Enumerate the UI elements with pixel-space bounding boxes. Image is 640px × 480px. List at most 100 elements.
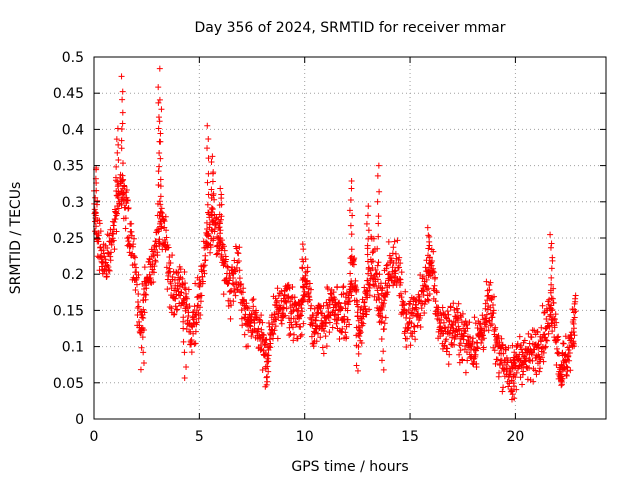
data-point: [353, 286, 360, 293]
data-point: [407, 342, 414, 349]
data-point: [315, 330, 322, 337]
data-point: [356, 327, 363, 334]
data-point: [119, 160, 126, 167]
data-point: [475, 318, 482, 325]
data-point: [418, 305, 425, 312]
data-point: [253, 315, 260, 322]
y-tick-label: 0.1: [62, 340, 84, 356]
data-point: [287, 310, 294, 317]
data-point: [423, 276, 430, 283]
data-point: [150, 252, 157, 259]
data-point: [323, 299, 330, 306]
data-point: [347, 281, 354, 288]
data-point: [95, 238, 102, 245]
data-point: [317, 334, 324, 341]
data-point: [415, 297, 422, 304]
data-point: [445, 311, 452, 318]
data-point: [240, 296, 247, 303]
data-point: [296, 315, 303, 322]
data-point: [548, 307, 555, 314]
data-point: [183, 301, 190, 308]
data-point: [165, 272, 172, 279]
data-point: [237, 288, 244, 295]
data-point: [360, 320, 367, 327]
data-point: [115, 194, 122, 201]
data-point: [402, 288, 409, 295]
data-point: [235, 258, 242, 265]
data-point: [378, 336, 385, 343]
data-point: [457, 340, 464, 347]
data-point: [142, 291, 149, 298]
data-point: [308, 319, 315, 326]
data-point: [229, 280, 236, 287]
data-point: [545, 322, 552, 329]
data-point: [367, 282, 374, 289]
data-point: [315, 309, 322, 316]
data-point: [299, 298, 306, 305]
data-point: [472, 351, 479, 358]
data-point: [236, 244, 243, 251]
data-point: [444, 308, 451, 315]
data-point: [307, 305, 314, 312]
data-point: [208, 158, 215, 165]
data-point: [228, 302, 235, 309]
y-tick-label: 0.35: [53, 159, 84, 175]
data-point: [567, 367, 574, 374]
data-point: [140, 360, 147, 367]
data-point: [414, 322, 421, 329]
data-point: [313, 338, 320, 345]
data-point: [512, 352, 519, 359]
chart-title: Day 356 of 2024, SRMTID for receiver mma…: [194, 20, 505, 36]
data-point: [263, 374, 270, 381]
data-point: [546, 296, 553, 303]
data-point: [119, 120, 126, 127]
data-point: [329, 324, 336, 331]
data-point: [295, 307, 302, 314]
data-point: [190, 316, 197, 323]
data-point: [340, 284, 347, 291]
data-point: [121, 183, 128, 190]
data-point: [366, 266, 373, 273]
data-point: [273, 299, 280, 306]
data-point: [97, 228, 104, 235]
data-point: [323, 343, 330, 350]
data-point: [375, 162, 382, 169]
data-point: [406, 315, 413, 322]
data-point: [430, 265, 437, 272]
data-point: [220, 291, 227, 298]
data-point: [297, 323, 304, 330]
data-point: [548, 240, 555, 247]
data-point: [192, 328, 199, 335]
data-point: [353, 362, 360, 369]
data-point: [566, 350, 573, 357]
data-point: [174, 306, 181, 313]
data-point: [345, 301, 352, 308]
data-point: [266, 343, 273, 350]
data-point: [561, 352, 568, 359]
data-point: [548, 281, 555, 288]
data-point: [417, 323, 424, 330]
data-point: [283, 299, 290, 306]
data-point: [420, 292, 427, 299]
data-point: [146, 271, 153, 278]
data-point: [172, 295, 179, 302]
data-point: [401, 301, 408, 308]
data-point: [158, 106, 165, 113]
y-tick-label: 0.05: [53, 376, 84, 392]
data-point: [330, 289, 337, 296]
data-point: [338, 328, 345, 335]
data-point: [92, 194, 99, 201]
data-point: [155, 84, 162, 91]
data-point: [96, 267, 103, 274]
data-point: [125, 238, 132, 245]
data-point: [107, 253, 114, 260]
data-point: [112, 215, 119, 222]
data-point: [370, 235, 377, 242]
data-point: [563, 371, 570, 378]
data-point: [396, 254, 403, 261]
data-point: [211, 225, 218, 232]
data-point: [390, 244, 397, 251]
data-point: [156, 149, 163, 156]
data-point: [490, 293, 497, 300]
data-point: [135, 271, 142, 278]
